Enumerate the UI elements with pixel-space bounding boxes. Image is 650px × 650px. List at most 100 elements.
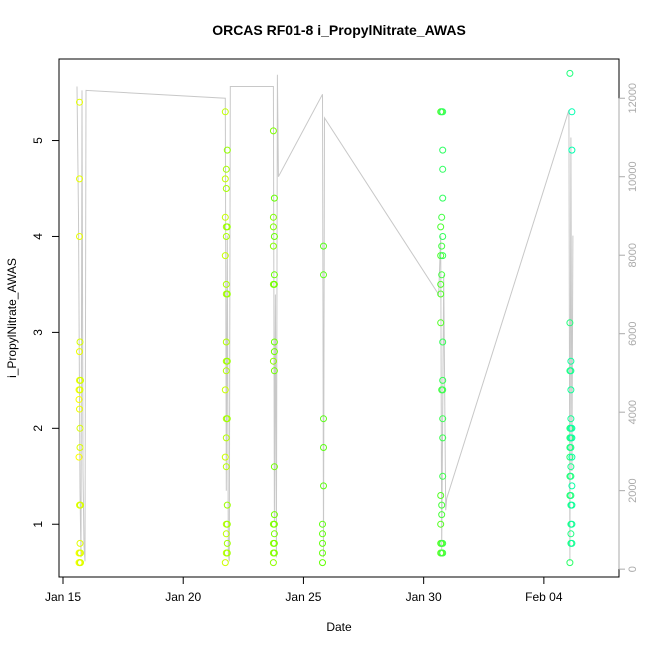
data-point: [438, 511, 446, 519]
x-tick-label: Jan 15: [45, 590, 81, 604]
data-point: [437, 319, 445, 327]
data-point: [270, 511, 278, 519]
data-point: [269, 223, 277, 231]
y-axis: 1 2 3 4 5: [31, 137, 60, 528]
data-point: [76, 338, 84, 346]
data-point: [77, 549, 84, 557]
points-layer: [75, 69, 576, 567]
data-point: [437, 520, 445, 528]
data-point: [568, 482, 576, 490]
data-point: [439, 252, 447, 260]
y2-tick-label: 2000: [627, 478, 639, 502]
y-tick-label: 5: [31, 137, 45, 144]
data-point: [222, 280, 230, 288]
data-point: [221, 453, 229, 461]
data-point: [567, 530, 575, 538]
data-point: [76, 233, 83, 240]
data-point: [568, 424, 576, 432]
data-point: [222, 338, 230, 346]
data-point: [566, 559, 574, 567]
data-point: [223, 501, 231, 509]
data-point: [439, 386, 447, 394]
altitude-layer: [76, 74, 574, 562]
data-point: [437, 252, 445, 260]
data-point: [270, 348, 278, 356]
data-point: [76, 424, 84, 432]
data-point: [222, 233, 230, 240]
data-point: [270, 367, 278, 375]
data-point: [223, 549, 231, 557]
data-point: [223, 415, 231, 423]
data-point: [439, 108, 447, 116]
data-point: [270, 271, 278, 279]
x-tick-label: Feb 04: [525, 590, 563, 604]
y-tick-label: 4: [31, 233, 45, 240]
data-point: [438, 242, 446, 250]
data-point: [77, 376, 84, 384]
x-tick-label: Jan 25: [285, 590, 321, 604]
y-axis-label: i_PropylNitrate_AWAS: [5, 258, 19, 378]
data-point: [76, 539, 84, 547]
data-point: [270, 530, 278, 538]
data-point: [567, 357, 575, 365]
data-point: [439, 472, 447, 480]
data-point: [223, 290, 231, 298]
data-point: [438, 213, 446, 221]
x-axis-label: Date: [326, 620, 352, 634]
data-point: [76, 405, 83, 413]
y2-tick-label: 4000: [627, 400, 639, 424]
data-point: [223, 223, 231, 231]
data-point: [270, 549, 278, 557]
y2-tick-label: 10000: [627, 161, 639, 192]
data-point: [439, 434, 447, 442]
data-point: [221, 108, 229, 116]
data-point: [270, 280, 278, 288]
data-point: [269, 242, 277, 250]
data-point: [320, 415, 327, 423]
data-point: [223, 520, 231, 528]
data-point: [438, 271, 446, 279]
data-point: [439, 549, 447, 557]
data-point: [568, 539, 576, 547]
data-point: [76, 98, 83, 106]
data-point: [76, 444, 84, 451]
data-point: [319, 559, 326, 567]
data-point: [439, 415, 447, 423]
data-point: [76, 175, 83, 183]
x-axis: Jan 15 Jan 20 Jan 25 Jan 30 Feb 04: [45, 576, 563, 604]
data-point: [221, 386, 229, 394]
data-point: [568, 146, 576, 154]
data-point: [439, 539, 447, 547]
data-point: [567, 386, 575, 394]
altitude-line: [76, 74, 574, 562]
data-point: [568, 108, 576, 116]
chart-title: ORCAS RF01-8 i_PropylNitrate_AWAS: [212, 22, 466, 38]
data-point: [319, 549, 326, 557]
data-point: [439, 165, 447, 173]
y-tick-label: 3: [31, 329, 45, 336]
data-point: [568, 520, 576, 528]
y-tick-label: 1: [31, 521, 45, 528]
data-point: [76, 348, 83, 356]
data-point: [222, 367, 230, 375]
data-point: [75, 453, 83, 461]
data-point: [566, 69, 574, 77]
data-point: [76, 386, 84, 394]
plot-frame: [58, 58, 620, 578]
data-point: [77, 559, 84, 567]
x-tick-label: Jan 20: [165, 590, 201, 604]
data-point: [223, 357, 231, 365]
data-point: [437, 492, 445, 499]
data-point: [221, 252, 229, 260]
y2-tick-label: 8000: [627, 243, 639, 267]
data-point: [567, 492, 575, 499]
data-point: [320, 271, 327, 279]
data-point: [319, 539, 326, 547]
data-point: [270, 338, 278, 346]
data-point: [567, 415, 575, 423]
data-point: [566, 319, 574, 327]
y2-tick-label: 6000: [627, 321, 639, 345]
data-point: [270, 194, 278, 202]
data-point: [439, 338, 447, 346]
